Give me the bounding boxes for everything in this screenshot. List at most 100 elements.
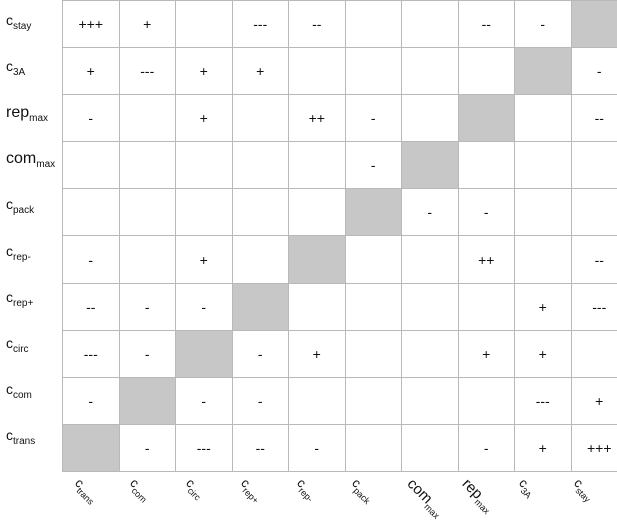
row-label-subscript: rep+ [13, 298, 33, 309]
row-label-main: c [6, 289, 13, 305]
matrix-cell: --- [571, 283, 617, 330]
diagonal-cell [458, 95, 515, 142]
row-label-subscript: max [36, 159, 55, 170]
matrix-cell: - [63, 236, 120, 283]
matrix-cell [402, 283, 459, 330]
matrix-cell: + [176, 236, 233, 283]
row-label: commax [6, 151, 55, 170]
matrix-cell: + [515, 283, 572, 330]
row-label-main: c [6, 12, 13, 28]
matrix-row: ------+ [63, 377, 617, 424]
matrix-cell: - [289, 424, 346, 471]
matrix-cell: -- [458, 1, 515, 48]
column-label-subscript: com [130, 486, 149, 505]
matrix-row: ++++-------- [63, 1, 617, 48]
row-label: crep- [6, 244, 31, 263]
matrix-cell: + [289, 330, 346, 377]
row-label: repmax [6, 105, 48, 124]
row-label-subscript: stay [13, 21, 31, 32]
matrix-cell: - [571, 48, 617, 95]
matrix-cell: - [119, 424, 176, 471]
diagonal-cell [571, 1, 617, 48]
matrix-cell: + [176, 48, 233, 95]
row-label: cpack [6, 197, 34, 216]
matrix-cell [345, 330, 402, 377]
matrix-cell: - [119, 330, 176, 377]
matrix-cell [402, 236, 459, 283]
matrix-cell: -- [571, 236, 617, 283]
matrix-cell [63, 189, 120, 236]
diagonal-cell [515, 48, 572, 95]
matrix-row: - [63, 142, 617, 189]
interaction-matrix: ++++--------+---++--+++-------+++------+… [62, 0, 617, 472]
matrix-cell [515, 95, 572, 142]
matrix-cell: +++ [63, 1, 120, 48]
row-label-main: c [6, 196, 13, 212]
matrix-cell [289, 377, 346, 424]
matrix-cell [402, 48, 459, 95]
matrix-cell [402, 377, 459, 424]
matrix-cell: - [345, 95, 402, 142]
column-label-subscript: rep+ [241, 486, 261, 506]
row-label: ccom [6, 382, 32, 401]
column-label: ccirc [181, 476, 208, 503]
matrix-cell [63, 142, 120, 189]
matrix-cell: - [63, 95, 120, 142]
column-label-subscript: max [422, 502, 441, 521]
diagonal-cell [176, 330, 233, 377]
matrix-cell: - [176, 283, 233, 330]
matrix-row: -----+++ [63, 330, 617, 377]
matrix-cell: - [232, 377, 289, 424]
matrix-row: -+++-- [63, 236, 617, 283]
diagonal-cell [232, 283, 289, 330]
matrix-cell [458, 377, 515, 424]
matrix-cell [571, 189, 617, 236]
matrix-cell: - [402, 189, 459, 236]
matrix-cell [289, 48, 346, 95]
row-label-main: c [6, 427, 13, 443]
row-label-main: c [6, 381, 13, 397]
matrix-cell [571, 330, 617, 377]
matrix-cell [458, 283, 515, 330]
matrix-cell [176, 189, 233, 236]
matrix-cell [232, 189, 289, 236]
matrix-cell: --- [176, 424, 233, 471]
column-label-subscript: trans [74, 486, 95, 507]
matrix-cell: --- [515, 377, 572, 424]
row-label: c3A [6, 59, 25, 78]
row-label: cstay [6, 13, 31, 32]
diagonal-cell [289, 236, 346, 283]
diagonal-cell [345, 189, 402, 236]
row-label-subscript: max [29, 113, 48, 124]
matrix-cell [232, 95, 289, 142]
column-label: cpack [347, 476, 377, 506]
column-label: ctrans [70, 476, 101, 507]
diagonal-cell [402, 142, 459, 189]
matrix-cell [176, 142, 233, 189]
matrix-cell [119, 142, 176, 189]
matrix-cell: + [232, 48, 289, 95]
matrix-cell: - [232, 330, 289, 377]
column-label: ccom [125, 476, 154, 505]
matrix-cell: + [571, 377, 617, 424]
matrix-cell [345, 283, 402, 330]
column-label: repmax [458, 476, 498, 516]
row-label-main: rep [6, 104, 29, 121]
matrix-cell [119, 95, 176, 142]
matrix-row: --------++++ [63, 424, 617, 471]
column-label-subscript: max [473, 497, 492, 516]
matrix-cell: + [515, 330, 572, 377]
matrix-cell: --- [232, 1, 289, 48]
matrix-row: -- [63, 189, 617, 236]
matrix-cell [232, 236, 289, 283]
matrix-cell [345, 236, 402, 283]
row-label-main: c [6, 335, 13, 351]
matrix-cell [345, 48, 402, 95]
matrix-cell [402, 330, 459, 377]
matrix-cell: +++ [571, 424, 617, 471]
row-label: ctrans [6, 428, 35, 447]
matrix-cell: - [63, 377, 120, 424]
matrix-cell [289, 283, 346, 330]
matrix-cell [119, 189, 176, 236]
matrix-cell [345, 424, 402, 471]
